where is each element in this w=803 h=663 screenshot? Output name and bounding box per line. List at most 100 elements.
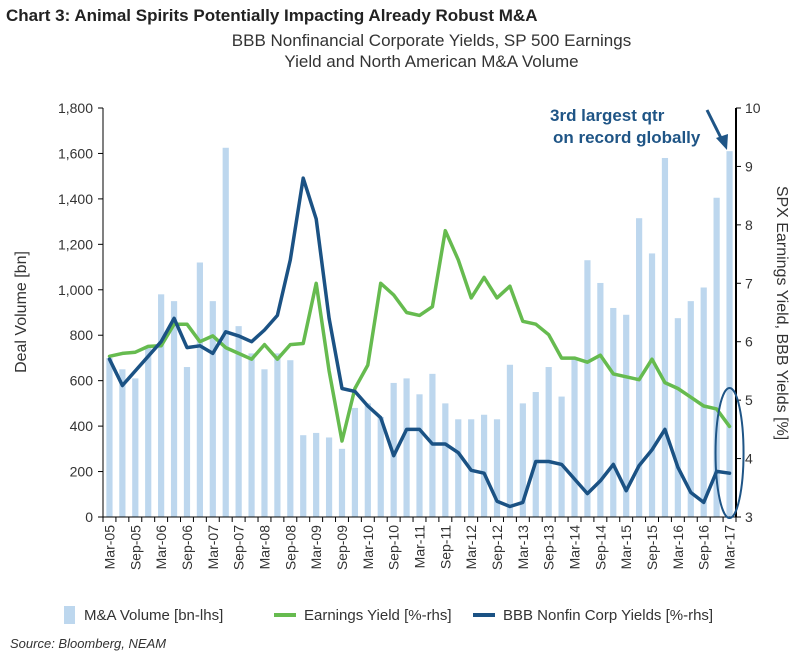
- bar: [158, 294, 165, 517]
- x-tick-label: Mar-05: [101, 525, 117, 570]
- chart-subtitle-line-1: BBB Nonfinancial Corporate Yields, SP 50…: [231, 31, 632, 50]
- chart-subtitle-line-2: Yield and North American M&A Volume: [284, 52, 579, 71]
- left-tick-label: 0: [85, 509, 93, 525]
- bar: [119, 369, 126, 517]
- right-tick-label: 5: [745, 392, 753, 408]
- x-axis: Mar-05 Sep-05 Mar-06 Sep-06 Mar-07 Sep-07 Mar-…: [101, 516, 738, 570]
- bar: [661, 157, 669, 517]
- left-tick-label: 1,000: [58, 282, 93, 298]
- bar: [313, 432, 320, 517]
- annotation-arrow-head: [716, 134, 728, 150]
- bar: [545, 367, 552, 517]
- bar: [209, 301, 216, 517]
- x-tick-label: Mar-13: [515, 525, 531, 570]
- x-tick-label: Mar-11: [412, 525, 428, 569]
- bar: [700, 287, 707, 517]
- bar-series-ma-volume: [106, 147, 733, 518]
- right-tick-label: 4: [745, 451, 753, 467]
- bar: [274, 353, 281, 517]
- x-tick-label: Sep-06: [179, 525, 195, 570]
- bar: [416, 394, 423, 517]
- x-tick-label: Sep-05: [127, 525, 143, 570]
- x-tick-label: Mar-12: [463, 525, 479, 570]
- legend: M&A Volume [bn-lhs] Earnings Yield [%-rhs…: [64, 606, 713, 624]
- right-tick-label: 10: [745, 100, 761, 116]
- x-tick-label: Mar-16: [670, 525, 686, 570]
- x-tick-label: Sep-15: [644, 525, 660, 570]
- x-tick-label: Mar-14: [567, 525, 583, 570]
- bar: [364, 403, 371, 517]
- bar: [442, 403, 449, 517]
- annotation-arrow: [705, 109, 724, 141]
- x-tick-label: Sep-13: [541, 525, 557, 570]
- right-tick-label: 7: [745, 275, 753, 291]
- bar: [571, 357, 578, 517]
- right-tick-label: 3: [745, 509, 753, 525]
- legend-label-ma-volume: M&A Volume [bn-lhs]: [84, 607, 223, 624]
- bar: [377, 417, 384, 517]
- bar: [351, 407, 359, 517]
- x-tick-label: Mar-15: [618, 525, 634, 570]
- left-y-axis: 0 200 400 600 800 1,000 1,200 1,400 1,600 1,800: [58, 100, 104, 525]
- bar: [726, 151, 733, 517]
- x-tick-label: Sep-16: [696, 525, 712, 570]
- bar: [674, 318, 681, 517]
- bar: [170, 301, 178, 517]
- bar: [584, 260, 591, 517]
- bar: [183, 367, 191, 517]
- bar: [597, 282, 604, 517]
- bar: [300, 435, 307, 517]
- x-tick-label: Mar-08: [256, 525, 272, 570]
- bar: [338, 448, 346, 517]
- legend-label-earnings-yield: Earnings Yield [%-rhs]: [304, 607, 452, 624]
- y-axis-label-left: Deal Volume [bn]: [13, 251, 30, 373]
- chart-title: Chart 3: Animal Spirits Potentially Impa…: [6, 6, 538, 25]
- bar: [687, 301, 694, 517]
- bar: [248, 353, 255, 517]
- left-tick-label: 800: [70, 327, 94, 343]
- bar: [636, 218, 643, 518]
- legend-label-bbb-yield: BBB Nonfin Corp Yields [%-rhs]: [503, 607, 713, 624]
- bar: [480, 414, 488, 517]
- left-tick-label: 1,600: [58, 145, 93, 161]
- legend-swatch-ma-volume: [64, 606, 75, 624]
- left-tick-label: 200: [70, 464, 94, 480]
- annotation: 3rd largest qtr on record globally: [550, 106, 745, 519]
- bar: [623, 314, 630, 517]
- left-tick-label: 400: [70, 418, 94, 434]
- bar: [196, 262, 203, 517]
- bar: [106, 357, 113, 517]
- annotation-line-2: on record globally: [553, 128, 701, 147]
- annotation-line-1: 3rd largest qtr: [550, 106, 665, 125]
- x-tick-label: Sep-11: [437, 525, 453, 569]
- x-tick-label: Sep-08: [282, 525, 298, 570]
- x-tick-label: Sep-12: [489, 525, 505, 570]
- left-tick-label: 1,400: [58, 191, 93, 207]
- bar: [325, 437, 333, 517]
- left-tick-label: 600: [70, 373, 94, 389]
- bar: [506, 364, 514, 517]
- bar: [132, 378, 139, 517]
- bar: [493, 419, 501, 517]
- bbb-yield-line: [107, 176, 732, 509]
- bar: [532, 392, 539, 517]
- right-tick-label: 6: [745, 334, 753, 350]
- x-tick-label: Mar-17: [722, 525, 738, 570]
- right-tick-label: 8: [745, 217, 753, 233]
- bar: [610, 307, 617, 517]
- y-axis-label-right: SPX Earnings Yield, BBB Yields [%]: [773, 186, 790, 440]
- bar: [455, 419, 462, 517]
- line-series-group: [107, 176, 732, 509]
- bar: [519, 403, 526, 517]
- x-tick-label: Sep-14: [592, 525, 608, 570]
- x-tick-label: Sep-07: [231, 525, 247, 570]
- left-tick-label: 1,800: [58, 100, 93, 116]
- bar: [287, 360, 294, 517]
- bar: [261, 369, 268, 517]
- x-tick-label: Mar-10: [360, 525, 376, 570]
- bar: [235, 326, 242, 517]
- highlight-ellipse: [714, 387, 745, 519]
- x-tick-label: Mar-06: [153, 525, 169, 570]
- source-note: Source: Bloomberg, NEAM: [10, 636, 167, 651]
